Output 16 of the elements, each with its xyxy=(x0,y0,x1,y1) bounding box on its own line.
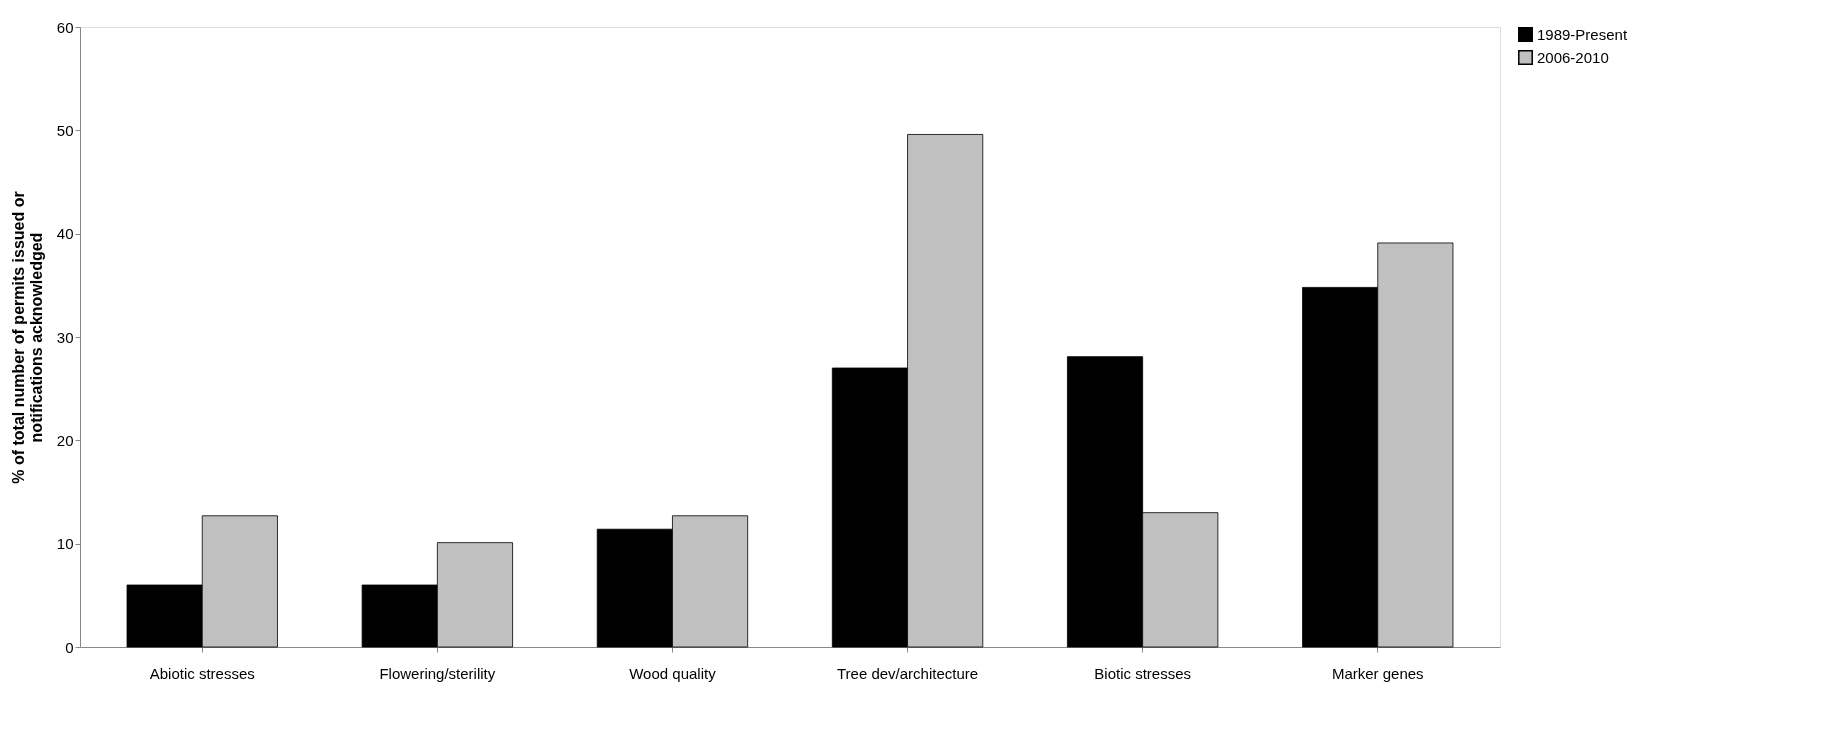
legend-label: 1989-Present xyxy=(1537,25,1628,43)
x-tick-label: Flowering/sterility xyxy=(379,664,496,682)
y-tick-label: 60 xyxy=(56,18,74,36)
x-tick-label: Tree dev/architecture xyxy=(836,664,979,682)
legend-label: 2006-2010 xyxy=(1537,48,1609,66)
y-tick-label: 10 xyxy=(56,535,74,553)
y-tick-label: 50 xyxy=(56,121,74,139)
y-tick-label: 30 xyxy=(56,328,74,346)
y-tick-label: 20 xyxy=(56,431,74,449)
y-tick-label: 0 xyxy=(65,638,74,656)
x-tick-label: Abiotic stresses xyxy=(149,664,255,682)
x-tick-label: Biotic stresses xyxy=(1094,664,1191,682)
y-axis-title: % of total number of permits issued or notifications acknowledged xyxy=(9,191,45,484)
x-tick-label: Marker genes xyxy=(1331,664,1424,682)
x-tick-label: Wood quality xyxy=(629,664,717,682)
y-tick-label: 40 xyxy=(56,225,74,243)
